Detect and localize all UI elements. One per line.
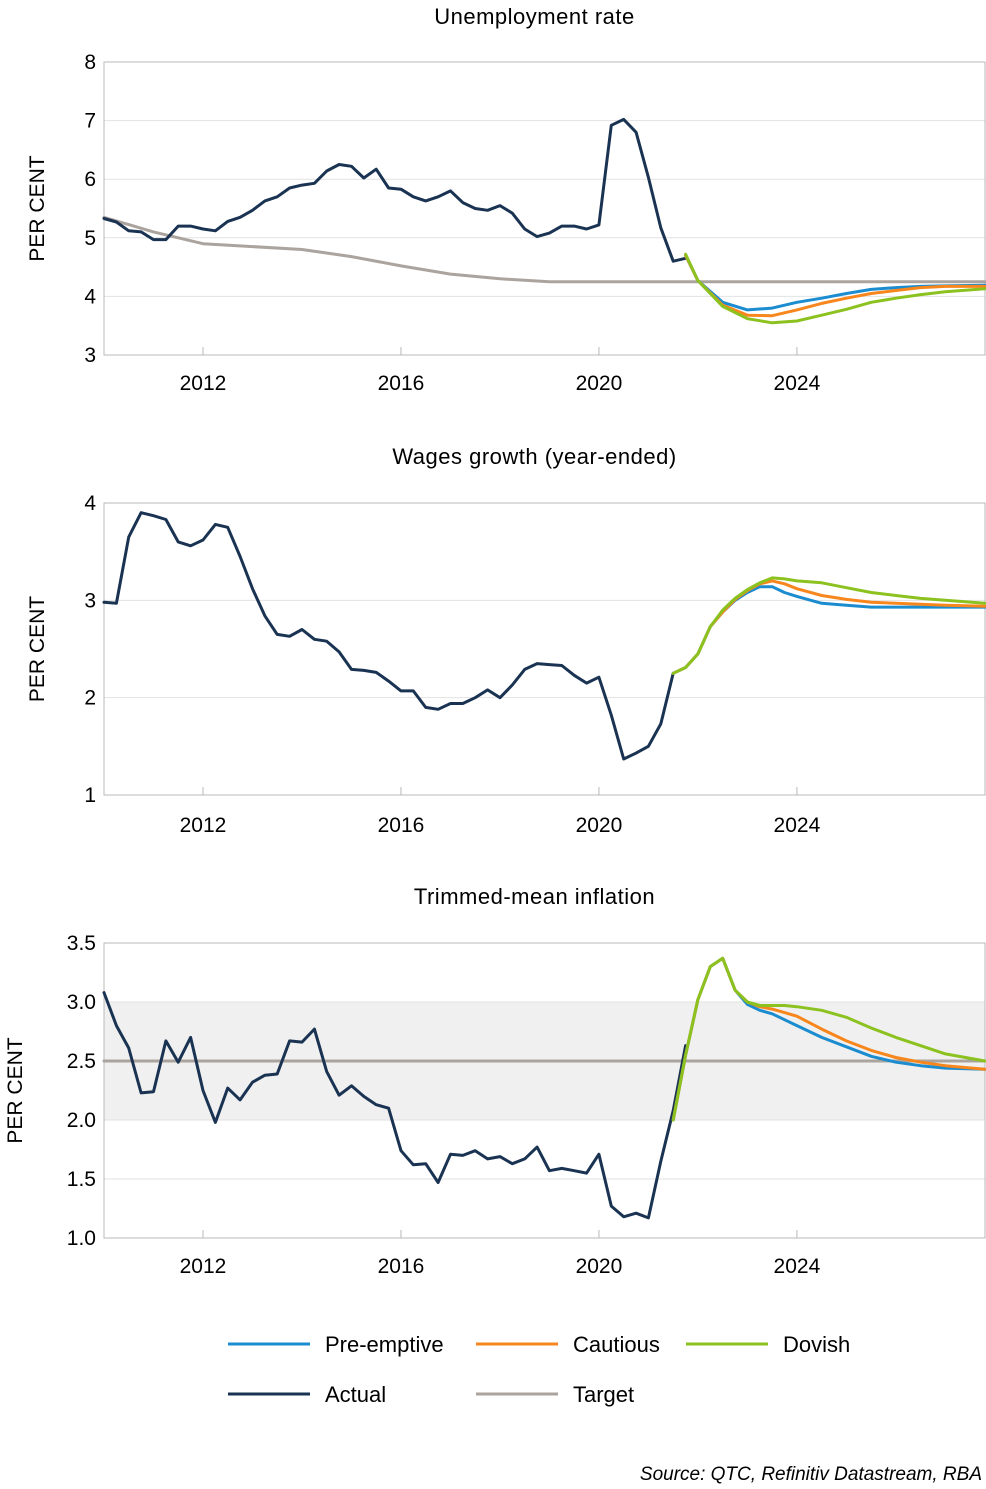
- series-line-cautious: [671, 579, 986, 675]
- chart-panel-2: 1 2 3 4 2012 2016 2020 2024 Wages growth (year-e…: [26, 444, 986, 837]
- y-tick-label: 2: [84, 687, 96, 710]
- x-tick-label: 2012: [180, 372, 227, 395]
- x-tick-label: 2024: [774, 372, 821, 395]
- legend-label-dovish: Dovish: [783, 1332, 850, 1357]
- y-tick-label: 1.5: [67, 1168, 96, 1191]
- y-tick-label: 1: [84, 784, 96, 807]
- legend-item-actual: Actual: [228, 1382, 386, 1407]
- chart-panel-3: 1.0 1.5 2.0 2.5 3.0 3.5 2012 2016 2020 2024 Trimme…: [4, 884, 986, 1278]
- series-line-dovish: [684, 252, 986, 325]
- y-tick-label: 4: [84, 285, 96, 308]
- legend-label-actual: Actual: [325, 1382, 386, 1407]
- x-tick-label: 2012: [180, 814, 227, 837]
- x-tick-label: 2016: [378, 814, 425, 837]
- legend-item-pre-emptive: Pre-emptive: [228, 1332, 444, 1357]
- series-line-actual: [102, 117, 688, 263]
- legend-label-cautious: Cautious: [573, 1332, 660, 1357]
- y-tick-label: 6: [84, 168, 96, 191]
- x-tick-label: 2020: [576, 372, 623, 395]
- y-tick-label: 2.5: [67, 1050, 96, 1073]
- y-tick-label: 3.0: [67, 991, 96, 1014]
- x-tick-label: 2020: [576, 814, 623, 837]
- legend-label-pre-emptive: Pre-emptive: [325, 1332, 444, 1357]
- series-line-dovish: [671, 576, 986, 675]
- y-tick-label: 3: [84, 589, 96, 612]
- chart-panels: 3 4 5 6 7 8 2012 2016 2020 2024 Unemployment rate P…: [4, 4, 986, 1278]
- legend-item-cautious: Cautious: [476, 1332, 660, 1357]
- x-tick-label: 2016: [378, 372, 425, 395]
- plot-frame: [103, 502, 986, 796]
- series-line-actual: [102, 511, 675, 761]
- x-tick-label: 2020: [576, 1255, 623, 1278]
- y-tick-label: 3: [84, 344, 96, 367]
- chart-title: Wages growth (year-ended): [392, 444, 676, 469]
- series-line-actual: [102, 991, 688, 1220]
- legend-label-target: Target: [573, 1382, 634, 1407]
- legend: Pre-emptive Cautious Dovish Actual Targe…: [228, 1332, 850, 1407]
- plot-frame: [103, 61, 986, 356]
- y-tick-label: 3.5: [67, 932, 96, 955]
- plot-frame: [103, 942, 986, 1239]
- legend-item-dovish: Dovish: [686, 1332, 850, 1357]
- legend-item-target: Target: [476, 1382, 634, 1407]
- series-line-target: [102, 215, 986, 284]
- y-tick-label: 8: [84, 51, 96, 74]
- chart-title: Trimmed-mean inflation: [414, 884, 655, 909]
- y-tick-label: 4: [84, 492, 96, 515]
- source-note: Source: QTC, Refinitiv Datastream, RBA: [640, 1464, 982, 1485]
- y-axis-label: PER CENT: [26, 155, 49, 261]
- y-tick-label: 5: [84, 227, 96, 250]
- y-axis-label: PER CENT: [26, 596, 49, 702]
- series-line-cautious: [684, 253, 986, 318]
- x-tick-label: 2024: [774, 814, 821, 837]
- y-tick-label: 2.0: [67, 1109, 96, 1132]
- x-tick-label: 2016: [378, 1255, 425, 1278]
- series-line-dovish: [671, 956, 986, 1122]
- x-tick-label: 2012: [180, 1255, 227, 1278]
- y-axis-label: PER CENT: [4, 1037, 27, 1143]
- chart-panel-1: 3 4 5 6 7 8 2012 2016 2020 2024 Unemployment rate P…: [26, 4, 986, 395]
- y-tick-label: 1.0: [67, 1227, 96, 1250]
- x-tick-label: 2024: [774, 1255, 821, 1278]
- y-tick-label: 7: [84, 110, 96, 133]
- chart-title: Unemployment rate: [434, 4, 634, 29]
